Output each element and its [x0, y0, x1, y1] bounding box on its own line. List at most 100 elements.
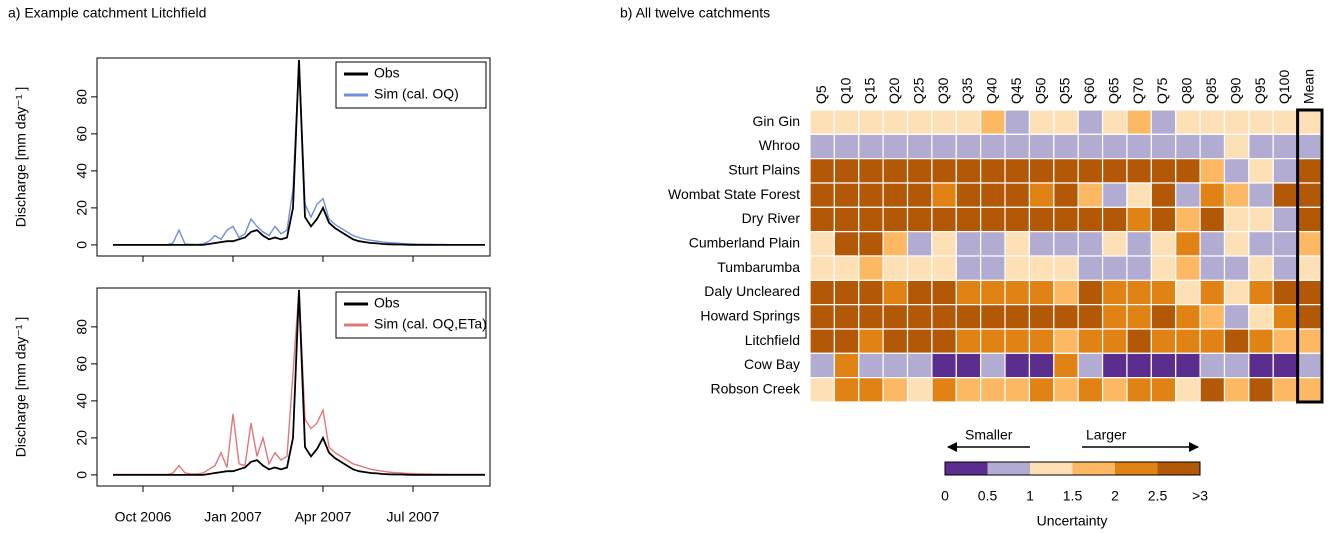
heat-cell: [1126, 328, 1152, 354]
heat-cell: [1028, 133, 1055, 160]
heat-cell: [955, 352, 982, 379]
heat-cell: [1248, 328, 1274, 354]
heat-cell: [858, 328, 884, 354]
heat-cell: [1126, 352, 1152, 379]
heat-cell: [858, 352, 884, 379]
heat-cell: [931, 182, 957, 208]
heat-cell: [980, 109, 1006, 135]
row-label: Cow Bay: [744, 356, 800, 372]
heat-cell: [1101, 206, 1128, 233]
heat-cell: [833, 109, 860, 135]
heat-cell: [931, 255, 957, 281]
colorbar-title: Uncertainty: [1037, 513, 1108, 529]
heat-cell: [1053, 352, 1079, 379]
heat-cell: [833, 255, 860, 281]
panel-title: b) All twelve catchments: [620, 5, 770, 21]
heat-cell: [906, 231, 933, 257]
heat-cell: [906, 109, 933, 135]
colorbar-tick-label: 0: [941, 488, 949, 504]
heat-cell: [1175, 328, 1201, 354]
heat-cell: [833, 279, 860, 306]
series-line: [113, 289, 485, 476]
heat-cell: [980, 377, 1006, 403]
heat-cell: [931, 352, 957, 379]
heat-cell: [858, 304, 884, 330]
heat-cell: [906, 182, 933, 208]
heat-cell: [882, 255, 909, 281]
row-label: Robson Creek: [711, 381, 801, 397]
heat-cell: [833, 206, 860, 233]
column-label: Q10: [837, 77, 853, 104]
heat-cell: [1272, 158, 1299, 184]
heat-cell: [1199, 304, 1226, 330]
column-label: Q85: [1203, 77, 1219, 104]
colorbar-segment: [945, 462, 988, 475]
row-label: Wombat State Forest: [668, 186, 800, 202]
heat-cell: [882, 206, 909, 233]
heat-cell: [1199, 206, 1226, 233]
heat-cell: [1077, 352, 1104, 379]
heat-cell: [809, 109, 835, 135]
heat-cell: [1223, 182, 1250, 208]
heat-cell: [1101, 158, 1128, 184]
colorbar-segment: [1030, 462, 1073, 475]
heat-cell: [1077, 158, 1104, 184]
heat-cell: [858, 109, 884, 135]
heat-cell: [809, 206, 835, 233]
heat-cell: [1150, 133, 1177, 160]
heat-cell: [1223, 109, 1250, 135]
heat-cell: [1175, 352, 1201, 379]
heat-cell: [906, 279, 933, 306]
heat-cell: [1223, 206, 1250, 233]
heat-cell: [1175, 279, 1201, 306]
heat-cell: [1248, 206, 1274, 233]
heat-cell: [955, 158, 982, 184]
highlight-column: [1296, 108, 1324, 404]
heat-cell: [1004, 182, 1031, 208]
heat-cell: [1297, 133, 1323, 160]
heat-cell: [1248, 109, 1274, 135]
heat-cell: [1028, 231, 1055, 257]
heat-cell: [1077, 328, 1104, 354]
heat-cell: [1004, 231, 1031, 257]
heat-cell: [980, 231, 1006, 257]
heat-cell: [1101, 328, 1128, 354]
heat-cell: [1053, 279, 1079, 306]
column-label: Q60: [1081, 77, 1097, 104]
heat-cell: [1028, 304, 1055, 330]
y-tick-label: 20: [74, 430, 90, 446]
colorbar-segment: [1072, 462, 1115, 475]
heat-cell: [980, 133, 1006, 160]
heat-cell: [1101, 109, 1128, 135]
heat-cell: [1175, 182, 1201, 208]
heat-cell: [1053, 206, 1079, 233]
heat-cell: [1028, 352, 1055, 379]
heat-cell: [1175, 231, 1201, 257]
heat-cell: [931, 158, 957, 184]
heat-cell: [906, 158, 933, 184]
heat-cell: [1199, 109, 1226, 135]
heat-cell: [833, 377, 860, 403]
x-tick-label: Jul 2007: [387, 509, 440, 525]
heat-cell: [980, 255, 1006, 281]
heat-cell: [1297, 206, 1323, 233]
colorbar-tick-label: 1: [1026, 488, 1034, 504]
heat-cell: [1223, 231, 1250, 257]
heat-cell: [882, 279, 909, 306]
heat-cell: [1150, 158, 1177, 184]
heat-cell: [858, 182, 884, 208]
y-tick-label: 60: [74, 126, 90, 142]
heat-cell: [1126, 206, 1152, 233]
column-label: Q70: [1130, 77, 1146, 104]
heat-cell: [1028, 109, 1055, 135]
heat-cell: [833, 352, 860, 379]
heat-cell: [882, 328, 909, 354]
heat-cell: [1126, 279, 1152, 306]
heat-cell: [1223, 352, 1250, 379]
heat-cell: [931, 304, 957, 330]
heat-cell: [809, 328, 835, 354]
heat-cell: [1053, 182, 1079, 208]
heat-cell: [1053, 158, 1079, 184]
y-axis-label: Discharge [mm day⁻¹ ]: [13, 317, 29, 457]
heat-cell: [809, 352, 835, 379]
